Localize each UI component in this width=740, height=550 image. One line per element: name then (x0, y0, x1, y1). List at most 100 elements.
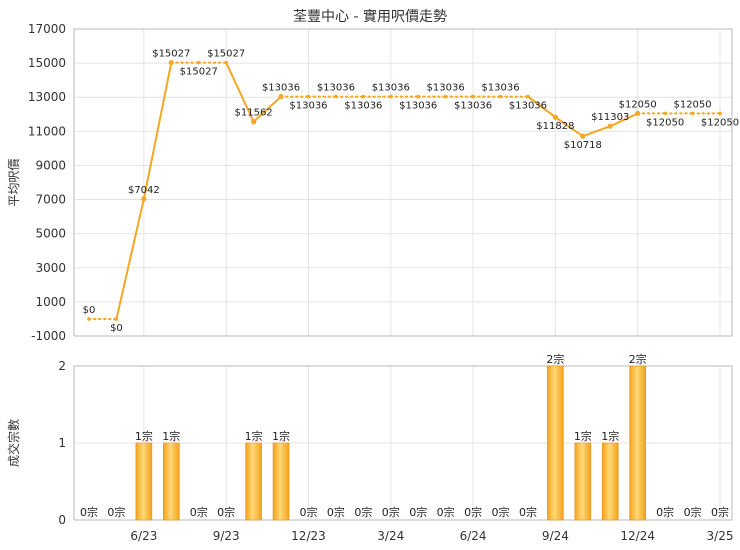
bar-data-label: 0宗 (80, 505, 98, 519)
transaction-bar (135, 442, 153, 521)
transaction-bar (629, 365, 646, 521)
bar-data-label: 1宗 (272, 429, 290, 443)
price-point (607, 123, 613, 129)
chart-title: 荃豐中心 - 實用呎價走勢 (293, 8, 447, 25)
price-point (196, 60, 201, 65)
price-point (471, 94, 475, 99)
bar-data-label: 0宗 (519, 505, 537, 519)
price-point (552, 114, 558, 120)
price-data-label: $0 (110, 323, 123, 334)
price-point (388, 94, 393, 99)
y-tick-label: 2 (58, 359, 66, 373)
price-point (141, 196, 147, 202)
price-data-label: $11828 (536, 121, 574, 132)
price-point (224, 60, 228, 65)
price-data-label: $15027 (207, 49, 245, 60)
y-tick-label: 1000 (35, 295, 66, 309)
price-point (690, 111, 695, 116)
bar-data-label: 0宗 (711, 505, 729, 519)
price-point (306, 94, 311, 99)
bar-data-label: 1宗 (601, 429, 619, 443)
price-data-label: $13036 (509, 101, 547, 112)
transactions-bar-chart: 0 1 2 成交宗數 0宗 0宗 1宗 1宗 0宗 0宗 1宗 1宗 0宗 0宗 0宗 0宗 0宗 0宗 0宗 0宗 0… (6, 352, 733, 543)
price-data-label: $13036 (372, 83, 410, 94)
y-tick-label: 1 (58, 436, 66, 450)
y-tick-label: 11000 (28, 124, 66, 138)
price-point (580, 133, 586, 139)
price-data-label: $15027 (152, 49, 190, 60)
x-tick-label: 3/24 (377, 529, 404, 543)
price-data-label: $13036 (317, 83, 355, 94)
price-point (635, 110, 641, 117)
price-point (498, 94, 503, 99)
price-point (361, 94, 366, 99)
transaction-bar (163, 442, 180, 521)
price-line-segment (252, 95, 283, 123)
y-tick-label: 13000 (28, 90, 66, 104)
bar-data-label: 0宗 (492, 505, 510, 519)
bar-data-label: 0宗 (299, 505, 317, 519)
bar-data-label: 2宗 (546, 352, 564, 366)
price-point (87, 317, 91, 321)
y-tick-label: 15000 (28, 56, 66, 70)
price-data-label: $12050 (701, 117, 739, 128)
transaction-bar (547, 365, 564, 521)
price-data-label: $13036 (262, 83, 300, 94)
price-data-label: $12050 (646, 117, 684, 128)
bar-data-label: 2宗 (629, 352, 647, 366)
price-data-label: $12050 (619, 99, 657, 110)
y-tick-label: 0 (58, 513, 66, 527)
transaction-bar (601, 442, 619, 521)
bar-data-label: 0宗 (382, 505, 400, 519)
transaction-bar (245, 442, 262, 521)
y-tick-label: 9000 (35, 158, 66, 172)
bar-data-label: 0宗 (409, 505, 427, 519)
y-tick-label: -1000 (31, 329, 66, 343)
price-data-label: $13036 (399, 101, 437, 112)
price-data-label: $11303 (591, 112, 629, 123)
bar-data-label: 0宗 (327, 505, 345, 519)
bar-data-label: 0宗 (656, 505, 674, 519)
bar-data-label: 1宗 (162, 429, 180, 443)
bar-data-label: 1宗 (135, 429, 153, 443)
price-data-label: $0 (83, 305, 96, 316)
plot-frame (73, 365, 733, 521)
y-tick-label: 7000 (35, 193, 66, 207)
price-data-label: $13036 (454, 101, 492, 112)
price-line-segment (225, 61, 255, 123)
price-data-label: $10718 (564, 140, 602, 151)
price-point (416, 94, 421, 99)
bar-data-label: 1宗 (574, 429, 592, 443)
price-data-label: $7042 (128, 185, 160, 196)
price-data-label: $15027 (180, 67, 218, 78)
price-line-segment (581, 125, 612, 138)
price-point (278, 94, 284, 100)
x-tick-label: 9/23 (213, 529, 240, 543)
price-point (443, 94, 448, 99)
x-tick-label: 9/24 (542, 529, 569, 543)
price-point (718, 111, 722, 116)
bar-data-label: 1宗 (245, 429, 263, 443)
x-tick-label: 12/24 (620, 529, 655, 543)
y-tick-label: 5000 (35, 227, 66, 241)
price-line-segment (554, 116, 584, 138)
y-tick-label: 17000 (28, 22, 66, 36)
bar-data-label: 0宗 (437, 505, 455, 519)
price-data-label: $11562 (235, 108, 273, 119)
bar-data-label: 0宗 (217, 505, 235, 519)
price-point (168, 60, 174, 66)
bar-data-label: 0宗 (464, 505, 482, 519)
bar-data-label: 0宗 (684, 505, 702, 519)
y-axis-label: 平均呎價 (7, 158, 21, 206)
price-data-label: $13036 (344, 101, 382, 112)
price-point (251, 119, 257, 125)
bar-data-label: 0宗 (190, 505, 208, 519)
price-line-segment (142, 61, 173, 200)
plot-frame (73, 28, 733, 337)
x-tick-label: 3/25 (707, 529, 734, 543)
price-data-label: $13036 (481, 83, 519, 94)
price-data-label: $12050 (673, 99, 711, 110)
price-point (526, 94, 530, 99)
